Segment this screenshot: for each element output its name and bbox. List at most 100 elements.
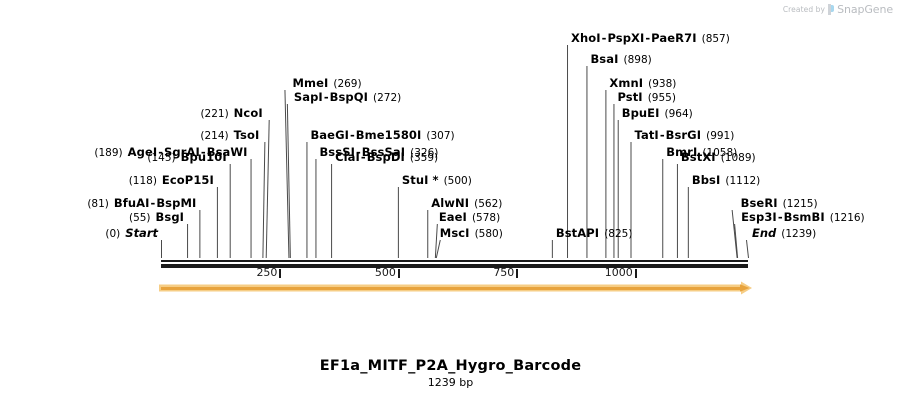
star-marker: * [428, 173, 439, 187]
construct-name: EF1a_MITF_P2A_Hygro_Barcode [319, 358, 582, 374]
site-label-bstapi[interactable]: BstAPI (825) [556, 227, 633, 241]
site-label-alwni[interactable]: AlwNI (562) [431, 197, 502, 211]
enzyme-name: PaeR7I [651, 31, 697, 45]
site-label-bsssi[interactable]: BssSI-BssSaI (326) [319, 146, 438, 160]
enzyme-name: BsgI [155, 210, 185, 224]
leader-line-ncoi [265, 119, 270, 259]
ruler-tick-750 [516, 269, 519, 278]
site-position: (221) [200, 108, 229, 120]
site-label-esp3i[interactable]: Esp3I-BsmBI (1216) [741, 211, 865, 225]
name-separator: - [158, 145, 164, 159]
name-separator: - [323, 90, 329, 104]
site-position: (0) [105, 228, 121, 240]
enzyme-name: BstAPI [555, 226, 600, 240]
site-position: (857) [701, 33, 730, 45]
watermark-brand-label: SnapGene [837, 3, 893, 16]
site-label-bseri[interactable]: BseRI (1215) [741, 197, 818, 211]
name-separator: - [150, 196, 156, 210]
enzyme-name: Start [125, 226, 158, 240]
site-label-tsoi[interactable]: (214) TsoI [200, 129, 259, 143]
site-label-bsgi[interactable]: (55) BsgI [129, 211, 184, 225]
site-label-psti[interactable]: PstI (955) [617, 91, 675, 105]
site-label-start[interactable]: (0) Start [105, 227, 158, 241]
site-position: (1089) [720, 152, 756, 164]
enzyme-name: BstXI [680, 150, 716, 164]
site-label-xhoi[interactable]: XhoI-PspXI-PaeR7I (857) [571, 32, 730, 46]
name-separator: - [645, 31, 651, 45]
site-label-bmri[interactable]: BmrI (1058) [666, 146, 737, 160]
enzyme-name: NcoI [233, 106, 263, 120]
enzyme-name: MscI [439, 226, 470, 240]
enzyme-name: BseRI [740, 196, 778, 210]
feature-arrow[interactable] [159, 281, 752, 295]
site-label-bbsi[interactable]: BbsI (1112) [692, 174, 760, 188]
site-position: (1239) [781, 228, 817, 240]
feature-arrow-body [161, 287, 742, 290]
site-position: (1215) [782, 198, 818, 210]
site-label-xmni[interactable]: XmnI (938) [609, 77, 676, 91]
enzyme-name: XhoI [571, 31, 601, 45]
site-label-stui[interactable]: StuI * (500) [402, 174, 472, 188]
leader-line-mmei [284, 89, 290, 259]
ruler-tick-label-1000: 1000 [604, 266, 633, 279]
site-label-sapi[interactable]: SapI-BspQI (272) [294, 91, 401, 105]
site-position: (1216) [829, 212, 865, 224]
enzyme-name: EaeI [438, 210, 467, 224]
enzyme-name: Bme1580I [355, 128, 422, 142]
enzyme-name: BsrGI [665, 128, 702, 142]
leader-line-esp3i [734, 223, 739, 259]
site-label-ncoi[interactable]: (221) NcoI [200, 107, 262, 121]
enzyme-name: BsaWI [206, 145, 248, 159]
site-position: (55) [128, 212, 151, 224]
site-label-bsai[interactable]: BsaI (898) [590, 53, 651, 67]
site-label-bfuai[interactable]: (81) BfuAI-BspMI [87, 197, 196, 211]
name-separator: - [601, 31, 607, 45]
site-position: (825) [604, 228, 633, 240]
ruler-tick-1000 [634, 269, 637, 278]
site-position: (326) [410, 147, 439, 159]
enzyme-name: TsoI [233, 128, 260, 142]
enzyme-name: BfuAI [113, 196, 150, 210]
name-separator: - [777, 210, 783, 224]
site-label-msci[interactable]: MscI (580) [440, 227, 503, 241]
site-position: (359) [409, 152, 439, 164]
site-label-bpuei[interactable]: BpuEI (964) [622, 107, 693, 121]
site-position: (1112) [725, 175, 761, 187]
site-position: (189) [94, 147, 123, 159]
enzyme-name: Bpu10I [180, 150, 227, 164]
site-position: (269) [333, 78, 362, 90]
enzyme-name: BspDI [366, 150, 405, 164]
enzyme-name: PspXI [607, 31, 645, 45]
enzyme-name: MmeI [292, 76, 329, 90]
enzyme-name: XmnI [609, 76, 644, 90]
snapgene-flag-icon [828, 4, 835, 15]
enzyme-name: BsaI [590, 52, 619, 66]
enzyme-name: BssSI [319, 145, 355, 159]
name-separator: - [200, 145, 206, 159]
site-label-bpu10i[interactable]: (145) Bpu10I [147, 151, 226, 165]
site-label-mmei[interactable]: MmeI (269) [292, 77, 361, 91]
enzyme-name: BspQI [329, 90, 369, 104]
site-label-ecop15i[interactable]: (118) EcoP15I [129, 174, 214, 188]
site-label-tati[interactable]: TatI-BsrGI (991) [635, 129, 735, 143]
enzyme-name: AlwNI [431, 196, 470, 210]
site-position: (307) [426, 130, 455, 142]
enzyme-name: ClaI [335, 150, 360, 164]
enzyme-name: BspMI [156, 196, 197, 210]
site-label-bstxi[interactable]: BstXI (1089) [681, 151, 756, 165]
site-position: (214) [200, 130, 229, 142]
leader-line-msci [435, 239, 441, 259]
site-label-end[interactable]: End (1239) [752, 227, 816, 241]
site-label-baegi[interactable]: BaeGI-Bme1580I (307) [310, 129, 454, 143]
site-position: (991) [706, 130, 735, 142]
leader-line-eaei [434, 223, 438, 259]
site-label-agei[interactable]: (189) AgeI-SgrAI-BsaWI [94, 146, 247, 160]
site-label-eaei[interactable]: EaeI (578) [439, 211, 500, 225]
ruler-tick-label-500: 500 [374, 266, 396, 279]
site-label-clai[interactable]: ClaI-BspDI (359) [335, 151, 438, 165]
enzyme-name: EcoP15I [161, 173, 214, 187]
ruler-top-line [161, 260, 748, 262]
leader-line-bseri [731, 209, 738, 259]
watermark-created-by-label: Created by [782, 5, 826, 14]
enzyme-name: TatI [634, 128, 659, 142]
